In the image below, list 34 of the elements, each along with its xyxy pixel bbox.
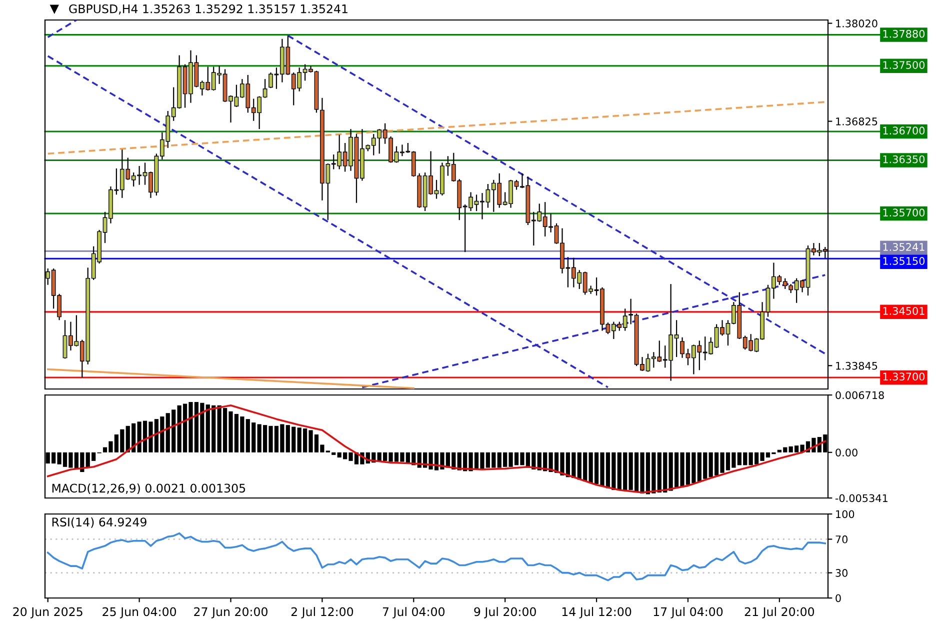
- x-tick-label: 21 Jul 20:00: [744, 607, 814, 618]
- bar: [332, 452, 336, 455]
- ref-line-label: 1.37880: [883, 30, 925, 38]
- x-tick-label: 27 Jun 20:00: [194, 607, 268, 618]
- y-tick-label: 1.38020: [836, 20, 878, 28]
- ref-line-label: 1.36350: [883, 155, 925, 164]
- x-tick-label: 2 Jul 12:00: [291, 607, 354, 618]
- y-tick-label: 1.33845: [836, 362, 878, 370]
- y-tick-label: 0.00: [836, 448, 858, 456]
- line-series: [46, 532, 826, 582]
- y-tick-label: 0: [836, 594, 841, 602]
- chart-title: RSI(14) 64.9249: [52, 517, 146, 528]
- x-tick-label: 25 Jun 04:00: [102, 607, 176, 618]
- chart-title: GBPUSD,H4 1.35263 1.35292 1.35157 1.35241: [69, 4, 348, 14]
- line-series: [46, 404, 826, 494]
- ref-line-label: 1.35700: [883, 208, 925, 217]
- ref-line-label: 1.34501: [883, 306, 924, 315]
- text: MACD(12,26,9) 0.0021 0.001305: [52, 483, 246, 494]
- x-tick-label: 14 Jul 12:00: [562, 607, 632, 618]
- y-tick-label: 30: [836, 569, 848, 577]
- y-tick-label: 100: [836, 510, 854, 518]
- y-tick-label: -0.005341: [835, 494, 888, 502]
- ref-line-label: 1.35241: [883, 243, 924, 251]
- x-tick-label: 20 Jun 2025: [13, 607, 82, 618]
- ref-line-label: 1.36700: [883, 126, 925, 135]
- ref-line-label: 1.33700: [883, 372, 925, 381]
- x-tick-label: 17 Jul 04:00: [654, 607, 723, 618]
- x-tick-label: 9 Jul 20:00: [474, 607, 536, 618]
- x-tick-label: 7 Jul 04:00: [382, 607, 444, 618]
- y-tick-label: 0.006718: [836, 391, 884, 400]
- ref-line-label: 1.37500: [883, 61, 925, 69]
- ref-line-label: 1.35150: [883, 257, 925, 265]
- y-tick-label: 70: [836, 535, 848, 544]
- y-tick-label: 1.36825: [836, 117, 878, 126]
